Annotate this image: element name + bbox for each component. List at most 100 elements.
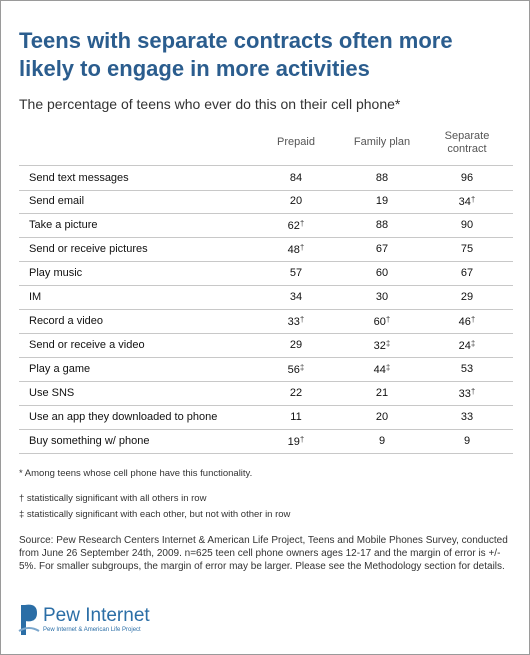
significance-mark: † xyxy=(299,219,305,228)
cell-value: 53 xyxy=(460,363,474,375)
cell: 67 xyxy=(352,243,412,255)
cell-value: 62 xyxy=(287,220,300,232)
cell-value: 60 xyxy=(373,316,386,328)
footnote: † statistically significant with all oth… xyxy=(19,493,207,504)
significance-mark: † xyxy=(385,315,391,324)
significance-mark: † xyxy=(470,387,476,396)
cell: 19 xyxy=(352,195,412,207)
cell: 11 xyxy=(266,411,326,423)
table-row: Send or receive pictures 48† 67 75 xyxy=(19,237,513,262)
cell: 60† xyxy=(352,315,412,328)
table-row: Use an app they downloaded to phone 11 20 3… xyxy=(19,405,513,430)
table-row: Take a picture 62† 88 90 xyxy=(19,213,513,238)
cell: 9 xyxy=(352,435,412,447)
table-row: Send text messages 84 88 96 xyxy=(19,165,513,191)
significance-mark: † xyxy=(470,195,476,204)
title: Teens with separate contracts often more… xyxy=(19,28,453,81)
row-label: Record a video xyxy=(29,315,103,327)
cell-value: 29 xyxy=(289,339,303,351)
significance-mark: † xyxy=(470,315,476,324)
cell: 75 xyxy=(437,243,497,255)
row-label: Play music xyxy=(29,267,83,279)
cell-value: 34 xyxy=(289,291,303,303)
cell-value: 32 xyxy=(373,340,386,352)
cell-value: 29 xyxy=(460,291,474,303)
cell: 29 xyxy=(437,291,497,303)
table-row: Buy something w/ phone 19† 9 9 xyxy=(19,429,513,454)
column-header: Family plan xyxy=(353,136,411,148)
table-row: IM 34 30 29 xyxy=(19,285,513,310)
cell-value: 75 xyxy=(460,243,474,255)
cell: 32‡ xyxy=(352,339,412,352)
cell-value: 19 xyxy=(375,195,389,207)
row-label: Send or receive a video xyxy=(29,339,145,351)
cell-value: 21 xyxy=(375,387,389,399)
row-label: Send text messages xyxy=(29,172,129,184)
cell-value: 88 xyxy=(375,172,389,184)
cell: 62† xyxy=(266,219,326,232)
cell-value: 57 xyxy=(289,267,303,279)
cell-value: 48 xyxy=(287,244,300,256)
cell-value: 56 xyxy=(287,364,300,376)
row-label: Play a game xyxy=(29,363,91,375)
cell-value: 20 xyxy=(375,411,389,423)
logo-tagline: Pew Internet & American Life Project xyxy=(43,627,141,633)
cell: 96 xyxy=(437,172,497,184)
row-label: Buy something w/ phone xyxy=(29,435,150,447)
cell: 84 xyxy=(266,172,326,184)
cell-value: 67 xyxy=(375,243,389,255)
cell-value: 90 xyxy=(460,219,474,231)
cell: 22 xyxy=(266,387,326,399)
cell: 57 xyxy=(266,267,326,279)
cell: 20 xyxy=(266,195,326,207)
cell-value: 44 xyxy=(373,364,386,376)
cell: 21 xyxy=(352,387,412,399)
cell: 88 xyxy=(352,219,412,231)
cell: 20 xyxy=(352,411,412,423)
cell: 53 xyxy=(437,363,497,375)
cell: 60 xyxy=(352,267,412,279)
cell: 46† xyxy=(437,315,497,328)
cell-value: 24 xyxy=(458,340,471,352)
cell: 88 xyxy=(352,172,412,184)
cell: 9 xyxy=(437,435,497,447)
table-row: Play a game 56‡ 44‡ 53 xyxy=(19,357,513,382)
cell-value: 19 xyxy=(287,436,300,448)
subtitle: The percentage of teens who ever do this… xyxy=(19,96,401,112)
cell-value: 20 xyxy=(289,195,303,207)
cell-value: 88 xyxy=(375,219,389,231)
table-row: Use SNS 22 21 33† xyxy=(19,381,513,406)
cell: 33 xyxy=(437,411,497,423)
cell: 67 xyxy=(437,267,497,279)
cell-value: 33 xyxy=(287,316,300,328)
cell-value: 84 xyxy=(289,172,303,184)
cell-value: 30 xyxy=(375,291,389,303)
row-label: IM xyxy=(29,291,42,303)
significance-mark: ‡ xyxy=(385,363,391,372)
footnote: * Among teens whose cell phone have this… xyxy=(19,468,253,479)
table-row: Record a video 33† 60† 46† xyxy=(19,309,513,334)
cell: 48† xyxy=(266,243,326,256)
table-row: Send email 20 19 34† xyxy=(19,189,513,214)
cell-value: 9 xyxy=(463,435,471,447)
table-row: Send or receive a video 29 32‡ 24 ‡ xyxy=(19,333,513,358)
significance-mark: ‡ xyxy=(385,339,391,348)
cell-value: 33 xyxy=(458,388,471,400)
column-header: Prepaid xyxy=(277,136,315,148)
logo-name: Pew Internet xyxy=(43,605,150,626)
significance-mark: † xyxy=(299,243,305,252)
column-header: Separate contract xyxy=(444,130,490,155)
cell-value: 11 xyxy=(290,411,302,423)
cell-value: 9 xyxy=(378,435,386,447)
cell: 90 xyxy=(437,219,497,231)
cell-value: 96 xyxy=(460,172,474,184)
row-label: Use an app they downloaded to phone xyxy=(29,411,218,423)
row-label: Send or receive pictures xyxy=(29,243,148,255)
cell: 56‡ xyxy=(266,363,326,376)
significance-mark: ‡ xyxy=(299,363,305,372)
row-label: Send email xyxy=(29,195,85,207)
cell-value: 60 xyxy=(375,267,389,279)
logo: Pew Internet Pew Internet & American Lif… xyxy=(17,601,217,641)
row-label: Use SNS xyxy=(29,387,75,399)
cell: 44‡ xyxy=(352,363,412,376)
